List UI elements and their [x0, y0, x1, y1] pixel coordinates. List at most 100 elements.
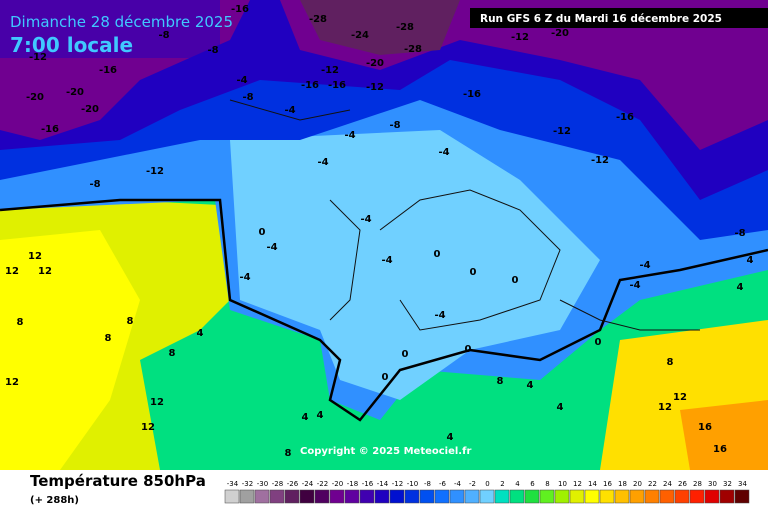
scale-swatch: [404, 489, 420, 504]
contour-label: 0: [470, 267, 477, 278]
scale-swatch: [269, 489, 285, 504]
scale-swatch: [359, 489, 375, 504]
scale-swatch: [329, 489, 345, 504]
coastlines: [229, 99, 700, 331]
scale-swatch: [389, 489, 405, 504]
contour-label: 0: [512, 275, 519, 286]
scale-swatch: [449, 489, 465, 504]
copyright: Copyright © 2025 Meteociel.fr: [300, 446, 471, 457]
contour-label: -20: [366, 58, 384, 69]
scale-swatch: [674, 489, 690, 504]
contour-label: 4: [447, 432, 454, 443]
scale-swatch: [494, 489, 510, 504]
scale-swatch: [554, 489, 570, 504]
contour-label: 0: [382, 372, 389, 383]
scale-swatch: [599, 489, 615, 504]
scale-label: -26: [287, 480, 299, 488]
contour-label: 0: [402, 349, 409, 360]
scale-label: 16: [603, 480, 612, 488]
scale-swatch: [299, 489, 315, 504]
scale-label: 28: [693, 480, 702, 488]
contour-label: 4: [737, 282, 744, 293]
contour-label: -16: [231, 4, 249, 15]
scale-label: -6: [439, 480, 447, 488]
contour-label: -20: [81, 104, 99, 115]
scale-swatch: [644, 489, 660, 504]
contour-label: -16: [41, 124, 59, 135]
scale-label: 34: [738, 480, 747, 488]
contour-label: -4: [381, 255, 392, 266]
scale-label: -18: [347, 480, 358, 488]
scale-label: 0: [485, 480, 489, 488]
contour-label: -12: [591, 155, 609, 166]
footer-lead: (+ 288h): [30, 495, 79, 506]
scale-swatch: [479, 489, 495, 504]
contour-label: 4: [527, 380, 534, 391]
scale-label: -14: [377, 480, 389, 488]
date-label: Dimanche 28 décembre 2025: [10, 13, 233, 31]
contour-label: 12: [28, 251, 42, 262]
run-backdrop: [470, 8, 768, 28]
scale-label: -28: [272, 480, 283, 488]
contour-label: -8: [389, 120, 400, 131]
scale-label: -22: [317, 480, 328, 488]
contour-label: 4: [747, 255, 754, 266]
scale-label: -8: [424, 480, 431, 488]
warm-southeast-core: [680, 400, 768, 470]
contour-label: -4: [317, 157, 328, 168]
contour-label: 8: [667, 357, 674, 368]
contour-label: 8: [285, 448, 292, 459]
contour-label: -28: [404, 44, 422, 55]
contour-label: -12: [511, 32, 529, 43]
scale-swatch: [464, 489, 480, 504]
scale-label: 24: [663, 480, 672, 488]
contour-label: -8: [207, 45, 218, 56]
scale-swatch: [689, 489, 705, 504]
contour-label: 12: [673, 392, 687, 403]
contour-label: 8: [127, 316, 134, 327]
contour-label: -12: [29, 52, 47, 63]
scale-swatch: [734, 489, 750, 504]
contour-label: 16: [713, 444, 727, 455]
contour-label: 8: [17, 317, 24, 328]
contour-label: 12: [5, 377, 19, 388]
scale-swatch: [719, 489, 735, 504]
contour-label: 4: [302, 412, 309, 423]
contour-label: 0: [595, 337, 602, 348]
contour-label: 0: [434, 249, 441, 260]
scale-swatch: [509, 489, 525, 504]
scale-label: -4: [454, 480, 462, 488]
scale-label: -30: [257, 480, 268, 488]
contour-label: -4: [639, 260, 650, 271]
scale-swatch: [584, 489, 600, 504]
scale-label: -10: [407, 480, 418, 488]
contour-label: -4: [360, 214, 371, 225]
scale-swatch: [704, 489, 720, 504]
scale-swatch: [434, 489, 450, 504]
scale-swatch: [224, 489, 240, 504]
contour-label: 12: [658, 402, 672, 413]
scale-swatch: [419, 489, 435, 504]
contour-label: -12: [146, 166, 164, 177]
contour-label: -8: [158, 30, 169, 41]
scale-label: -34: [227, 480, 239, 488]
run-label: Run GFS 6 Z du Mardi 16 décembre 2025: [480, 13, 722, 25]
scale-swatch: [344, 489, 360, 504]
contour-label: -24: [351, 30, 369, 41]
scale-label: 10: [558, 480, 567, 488]
contour-label: 4: [197, 328, 204, 339]
contour-label: -28: [309, 14, 327, 25]
scale-swatch: [239, 489, 255, 504]
footer-title: Température 850hPa: [30, 472, 206, 490]
scale-label: 2: [500, 480, 504, 488]
contour-label: -16: [328, 80, 346, 91]
contour-label: 0: [465, 344, 472, 355]
contour-label: -20: [551, 28, 569, 39]
scale-swatch: [374, 489, 390, 504]
contour-label: 8: [169, 348, 176, 359]
contour-label: -4: [629, 280, 640, 291]
scale-label: 30: [708, 480, 717, 488]
scale-swatch: [569, 489, 585, 504]
zero-isotherm: [0, 198, 768, 422]
